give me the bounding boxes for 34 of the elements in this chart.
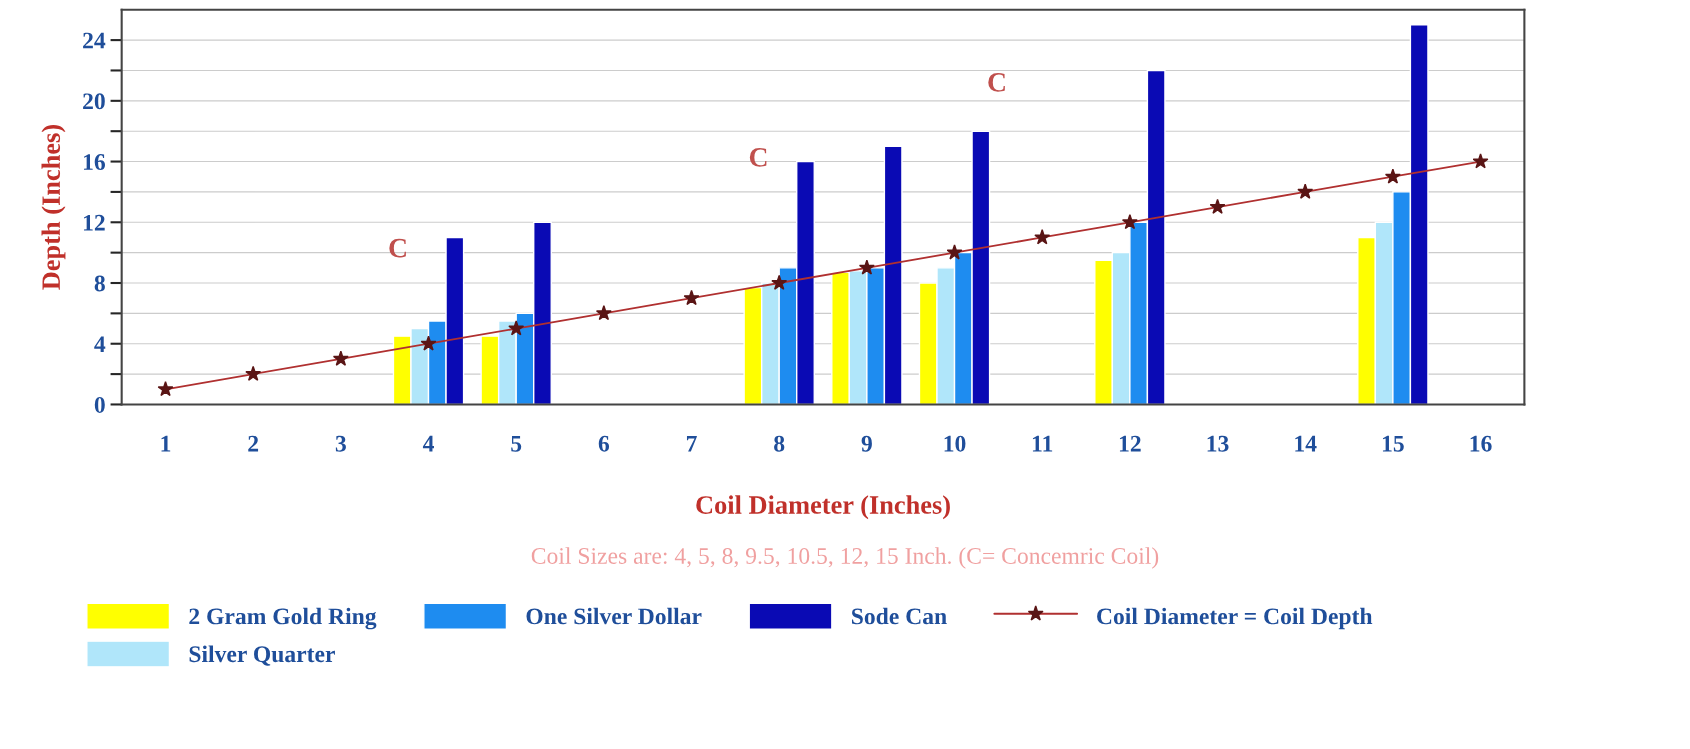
x-tick-label: 15 bbox=[1382, 435, 1404, 452]
x-tick-label: 12 bbox=[1119, 435, 1141, 452]
y-tick-label: 12 bbox=[83, 214, 105, 231]
y-tick-label: 0 bbox=[94, 396, 105, 413]
x-tick-label: 7 bbox=[686, 435, 697, 452]
y-tick-label: 20 bbox=[83, 93, 105, 110]
x-tick-label: 9 bbox=[861, 435, 872, 452]
x-tick-label: 16 bbox=[1470, 435, 1492, 452]
x-tick-label: 5 bbox=[511, 435, 522, 452]
x-tick-label: 6 bbox=[598, 435, 610, 452]
legend-label: Coil Diameter = Coil Depth bbox=[1097, 607, 1373, 630]
x-tick-label: 1 bbox=[161, 435, 171, 452]
annotation: C bbox=[988, 73, 1005, 92]
x-tick-label: 13 bbox=[1207, 435, 1229, 452]
legend-label: One Silver Dollar bbox=[526, 607, 702, 625]
x-tick-label: 14 bbox=[1295, 435, 1317, 452]
x-tick-label: 3 bbox=[335, 435, 346, 452]
x-tick-label: 8 bbox=[774, 435, 785, 452]
legend-label: 2 Gram Gold Ring bbox=[189, 607, 377, 630]
y-tick-label: 16 bbox=[83, 154, 106, 170]
y-tick-label: 4 bbox=[94, 336, 106, 352]
legend-label: Silver Quarter bbox=[189, 645, 335, 666]
x-tick-label: 10 bbox=[944, 435, 966, 452]
legend-label: Sode Can bbox=[852, 607, 947, 625]
x-tick-label: 2 bbox=[248, 435, 259, 452]
x-axis-title: Coil Diameter (Inches) bbox=[696, 495, 950, 520]
x-tick-label: 4 bbox=[422, 435, 434, 452]
x-tick-label: 11 bbox=[1032, 435, 1053, 452]
y-tick-label: 8 bbox=[94, 275, 105, 292]
annotation: C bbox=[749, 148, 767, 167]
y-tick-label: 24 bbox=[83, 32, 106, 49]
annotation: C bbox=[389, 238, 406, 258]
text: Coil Sizes are: 4, 5, 8, 9.5, 10.5, 12, 15 Inch. (C= Concemric Coil) bbox=[531, 547, 1159, 569]
y-axis-title: Depth (Inches) bbox=[41, 125, 66, 290]
